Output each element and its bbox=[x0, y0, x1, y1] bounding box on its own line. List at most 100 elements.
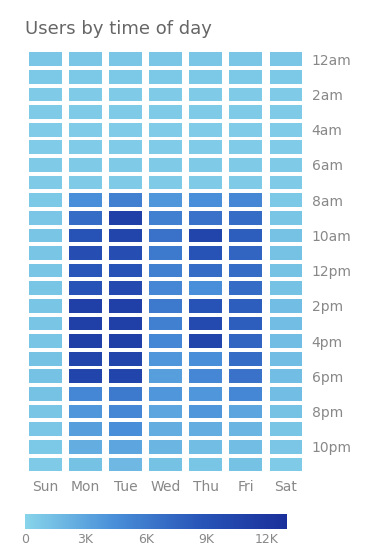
Bar bbox=[28, 334, 62, 348]
Bar bbox=[229, 141, 262, 154]
Bar bbox=[149, 458, 182, 472]
Bar bbox=[28, 52, 62, 66]
Bar bbox=[69, 281, 102, 295]
Bar bbox=[149, 123, 182, 137]
Bar bbox=[270, 52, 303, 66]
Bar bbox=[109, 405, 142, 418]
Bar bbox=[229, 264, 262, 277]
Bar bbox=[28, 105, 62, 119]
Bar bbox=[28, 70, 62, 83]
Bar bbox=[109, 264, 142, 277]
Bar bbox=[69, 158, 102, 172]
Bar bbox=[229, 405, 262, 418]
Bar bbox=[270, 316, 303, 330]
Bar bbox=[229, 458, 262, 472]
Bar bbox=[149, 334, 182, 348]
Bar bbox=[229, 370, 262, 383]
Bar bbox=[229, 193, 262, 207]
Bar bbox=[270, 334, 303, 348]
Bar bbox=[189, 299, 222, 312]
Bar bbox=[149, 211, 182, 225]
Bar bbox=[270, 405, 303, 418]
Bar bbox=[229, 281, 262, 295]
Bar bbox=[69, 211, 102, 225]
Bar bbox=[28, 370, 62, 383]
Bar bbox=[270, 458, 303, 472]
Bar bbox=[229, 176, 262, 189]
Bar bbox=[28, 193, 62, 207]
Bar bbox=[270, 281, 303, 295]
Bar bbox=[69, 70, 102, 83]
Bar bbox=[270, 211, 303, 225]
Bar bbox=[109, 123, 142, 137]
Bar bbox=[28, 246, 62, 260]
Bar bbox=[109, 193, 142, 207]
Bar bbox=[270, 440, 303, 454]
Bar bbox=[270, 87, 303, 101]
Bar bbox=[229, 87, 262, 101]
Bar bbox=[149, 176, 182, 189]
Bar bbox=[149, 316, 182, 330]
Bar bbox=[270, 422, 303, 436]
Bar bbox=[149, 70, 182, 83]
Bar bbox=[270, 299, 303, 312]
Bar bbox=[69, 458, 102, 472]
Bar bbox=[149, 193, 182, 207]
Bar bbox=[28, 299, 62, 312]
Bar bbox=[28, 458, 62, 472]
Bar bbox=[229, 299, 262, 312]
Bar bbox=[28, 316, 62, 330]
Bar bbox=[28, 422, 62, 436]
Bar bbox=[69, 422, 102, 436]
Bar bbox=[149, 352, 182, 366]
Bar bbox=[28, 281, 62, 295]
Bar bbox=[149, 87, 182, 101]
Bar bbox=[189, 52, 222, 66]
Bar bbox=[270, 141, 303, 154]
Text: Users by time of day: Users by time of day bbox=[25, 20, 212, 38]
Bar bbox=[149, 440, 182, 454]
Bar bbox=[270, 264, 303, 277]
Bar bbox=[270, 352, 303, 366]
Bar bbox=[109, 141, 142, 154]
Bar bbox=[69, 264, 102, 277]
Bar bbox=[189, 246, 222, 260]
Bar bbox=[69, 370, 102, 383]
Bar bbox=[69, 387, 102, 401]
Bar bbox=[109, 422, 142, 436]
Bar bbox=[270, 158, 303, 172]
Bar bbox=[109, 387, 142, 401]
Bar bbox=[189, 158, 222, 172]
Bar bbox=[28, 228, 62, 242]
Bar bbox=[69, 87, 102, 101]
Bar bbox=[28, 264, 62, 277]
Bar bbox=[189, 405, 222, 418]
Bar bbox=[149, 370, 182, 383]
Bar bbox=[28, 440, 62, 454]
Bar bbox=[270, 105, 303, 119]
Bar bbox=[189, 193, 222, 207]
Bar bbox=[109, 105, 142, 119]
Bar bbox=[229, 105, 262, 119]
Bar bbox=[229, 123, 262, 137]
Bar bbox=[28, 158, 62, 172]
Bar bbox=[69, 299, 102, 312]
Bar bbox=[189, 352, 222, 366]
Bar bbox=[28, 405, 62, 418]
Bar bbox=[69, 246, 102, 260]
Bar bbox=[189, 264, 222, 277]
Bar bbox=[229, 158, 262, 172]
Bar bbox=[189, 70, 222, 83]
Bar bbox=[270, 70, 303, 83]
Bar bbox=[69, 228, 102, 242]
Bar bbox=[69, 440, 102, 454]
Bar bbox=[69, 105, 102, 119]
Bar bbox=[189, 458, 222, 472]
Bar bbox=[149, 405, 182, 418]
Bar bbox=[109, 52, 142, 66]
Bar bbox=[229, 440, 262, 454]
Bar bbox=[28, 141, 62, 154]
Bar bbox=[69, 405, 102, 418]
Bar bbox=[28, 87, 62, 101]
Bar bbox=[189, 316, 222, 330]
